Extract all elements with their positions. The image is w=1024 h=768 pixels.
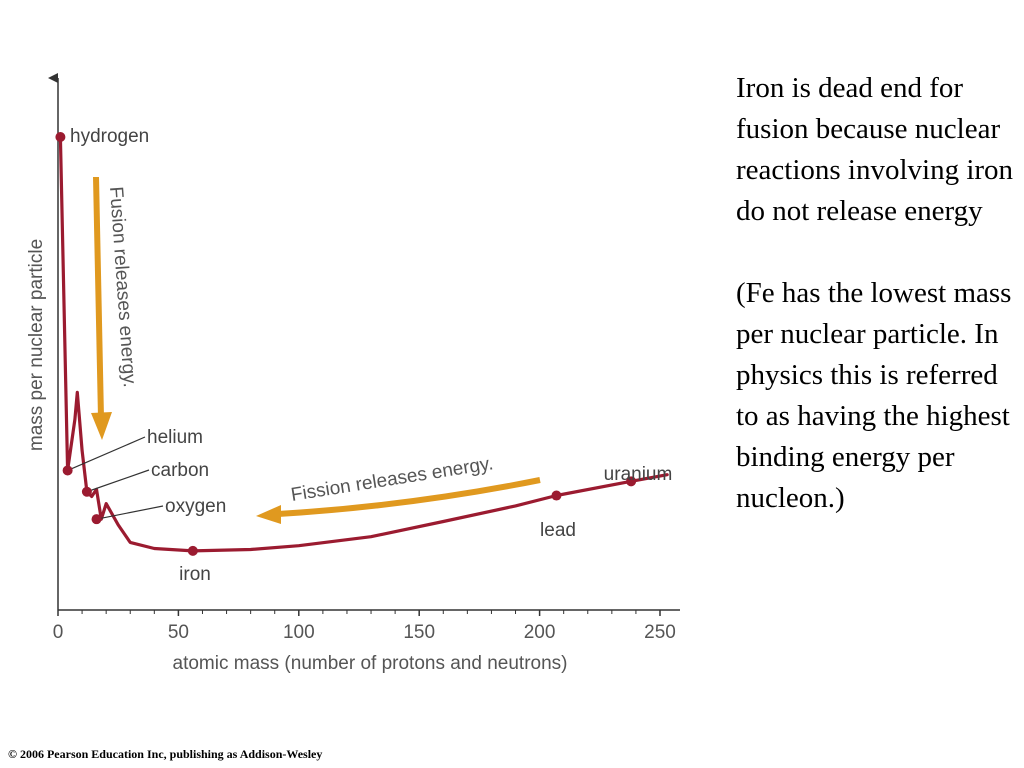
element-points bbox=[55, 132, 637, 556]
fusion-arrow bbox=[93, 176, 104, 419]
point-label-iron: iron bbox=[179, 564, 211, 585]
point-label-helium: helium bbox=[147, 427, 203, 448]
point-carbon bbox=[81, 486, 92, 497]
x-tick-label: 200 bbox=[524, 622, 556, 643]
point-hydrogen bbox=[55, 132, 66, 142]
fission-annotation: Fission releases energy. bbox=[256, 453, 541, 524]
explanation-paragraph-2: (Fe has the lowest mass per nuclear part… bbox=[736, 277, 1012, 514]
x-ticks: 0 50 100 150 200 250 bbox=[53, 610, 676, 643]
label-leaders bbox=[67, 436, 164, 520]
explanation-paragraph-1: Iron is dead end for fusion because nucl… bbox=[736, 72, 1014, 227]
point-lead bbox=[551, 490, 562, 501]
x-tick-label: 0 bbox=[53, 622, 64, 643]
explanation-text: Iron is dead end for fusion because nucl… bbox=[736, 68, 1016, 519]
fission-arrow bbox=[277, 477, 541, 517]
point-oxygen bbox=[91, 514, 102, 525]
copyright-notice: © 2006 Pearson Education Inc, publishing… bbox=[8, 747, 323, 761]
point-label-carbon: carbon bbox=[151, 460, 209, 481]
point-uranium bbox=[626, 476, 637, 487]
point-helium bbox=[62, 465, 73, 476]
point-leader-oxygen bbox=[96, 505, 164, 520]
fusion-annotation-text: Fusion releases energy. bbox=[105, 186, 140, 388]
point-label-lead: lead bbox=[540, 520, 576, 541]
point-iron bbox=[187, 545, 198, 556]
x-axis-label: atomic mass (number of protons and neutr… bbox=[173, 653, 568, 674]
fusion-arrowhead bbox=[91, 412, 112, 440]
fission-arrowhead bbox=[256, 505, 281, 524]
point-label-oxygen: oxygen bbox=[165, 496, 226, 517]
y-axis-label: mass per nuclear particle bbox=[26, 239, 47, 451]
binding-curve-line bbox=[58, 135, 669, 553]
fission-annotation-text: Fission releases energy. bbox=[289, 453, 494, 506]
point-leader-helium bbox=[67, 436, 146, 472]
element-labels: hydrogen helium carbon oxygen iron lead uraniu… bbox=[70, 126, 672, 585]
axes bbox=[48, 73, 680, 611]
fusion-annotation: Fusion releases energy. bbox=[91, 176, 140, 440]
x-tick-label: 50 bbox=[168, 622, 189, 643]
point-leader-carbon bbox=[86, 469, 150, 493]
x-tick-label: 100 bbox=[283, 622, 315, 643]
point-label-hydrogen: hydrogen bbox=[70, 126, 149, 147]
point-label-uranium: uranium bbox=[604, 464, 673, 485]
x-tick-label: 250 bbox=[644, 622, 676, 643]
binding-energy-chart: 0 50 100 150 200 250 atomic mass (number of p… bbox=[26, 73, 680, 674]
x-tick-label: 150 bbox=[403, 622, 435, 643]
